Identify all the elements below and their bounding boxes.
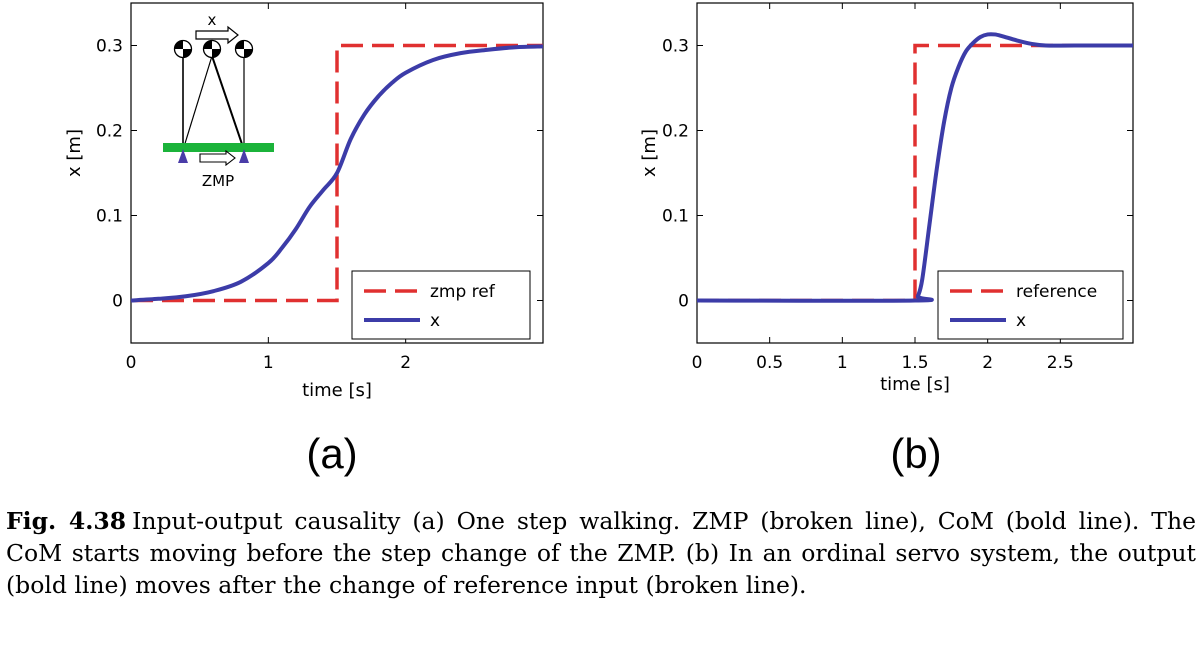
x-tick-label: 0	[126, 353, 137, 373]
inset-foot-icon	[239, 149, 249, 163]
inset-foot-icon	[178, 149, 188, 163]
inset-diagram: x ZMP	[163, 11, 274, 190]
x-tick-label: 2	[982, 353, 993, 373]
y-tick-label: 0	[112, 292, 123, 312]
y-tick-label: 0.3	[96, 37, 123, 57]
x-tick-label: 0.5	[756, 353, 783, 373]
y-tick-label: 0.1	[96, 207, 123, 227]
legend-label: reference	[1016, 282, 1097, 302]
inset-arrow-icon	[195, 25, 239, 45]
x-tick-label: 0	[692, 353, 703, 373]
series-line-output	[130, 44, 544, 303]
x-tick-label: 2.5	[1047, 353, 1074, 373]
legend: reference x	[937, 270, 1124, 340]
com-marker-quadrant	[235, 40, 244, 49]
legend-box	[937, 270, 1124, 340]
inset-leg	[211, 55, 245, 151]
series-line-reference	[131, 43, 543, 303]
figure-number: Fig. 4.38	[6, 507, 127, 535]
y-axis-label: x [m]	[639, 129, 660, 177]
com-marker-quadrant	[174, 40, 183, 49]
legend-label: x	[430, 311, 440, 331]
inset-arrow-label: x	[208, 11, 217, 29]
com-marker-quadrant	[203, 40, 212, 49]
caption-text: Input-output causality (a) One step walk…	[6, 507, 1196, 599]
com-marker-quadrant	[244, 49, 253, 58]
y-tick-label: 0.2	[662, 122, 689, 142]
subfigure-label: (a)	[306, 430, 357, 477]
com-marker-quadrant	[212, 49, 221, 58]
x-axis-label: time [s]	[880, 374, 950, 395]
inset-ground	[163, 143, 274, 152]
inset-leg	[182, 55, 213, 151]
x-axis-label: time [s]	[302, 380, 372, 401]
legend-box	[351, 270, 531, 340]
inset-zmp-arrow-icon	[199, 149, 236, 167]
y-tick-label: 0.1	[662, 207, 689, 227]
y-tick-label: 0	[678, 292, 689, 312]
y-tick-label: 0.2	[96, 122, 123, 142]
x-tick-label: 1	[263, 353, 274, 373]
x-tick-label: 1	[837, 353, 848, 373]
y-tick-label: 0.3	[662, 37, 689, 57]
series-line-reference	[697, 43, 1133, 303]
subfigure-label: (b)	[890, 430, 941, 477]
figure-caption: Fig. 4.38 Input-output causality (a) One …	[6, 505, 1196, 601]
y-axis-label: x [m]	[64, 129, 85, 177]
chart-panel-b: 0 0.1 0.2 0.3 0 0.5 1 1.5 2 2.5 time [s] x [m] refer…	[639, 2, 1134, 477]
series-line-output	[696, 32, 1134, 303]
com-marker-quadrant	[183, 49, 192, 58]
legend-label: x	[1016, 311, 1026, 331]
inset-zmp-label: ZMP	[202, 172, 234, 190]
plot-frame	[130, 2, 544, 344]
x-tick-label: 2	[400, 353, 411, 373]
x-tick-label: 1.5	[901, 353, 928, 373]
legend: zmp ref x	[351, 270, 531, 340]
chart-panel-a: 0 0.1 0.2 0.3 0 1 2 time [s] x [m] zmp ref x (a) x ZM…	[64, 2, 544, 477]
figure: 0 0.1 0.2 0.3 0 1 2 time [s] x [m] zmp ref x (a) x ZM…	[64, 2, 1134, 477]
legend-label: zmp ref	[430, 282, 496, 302]
